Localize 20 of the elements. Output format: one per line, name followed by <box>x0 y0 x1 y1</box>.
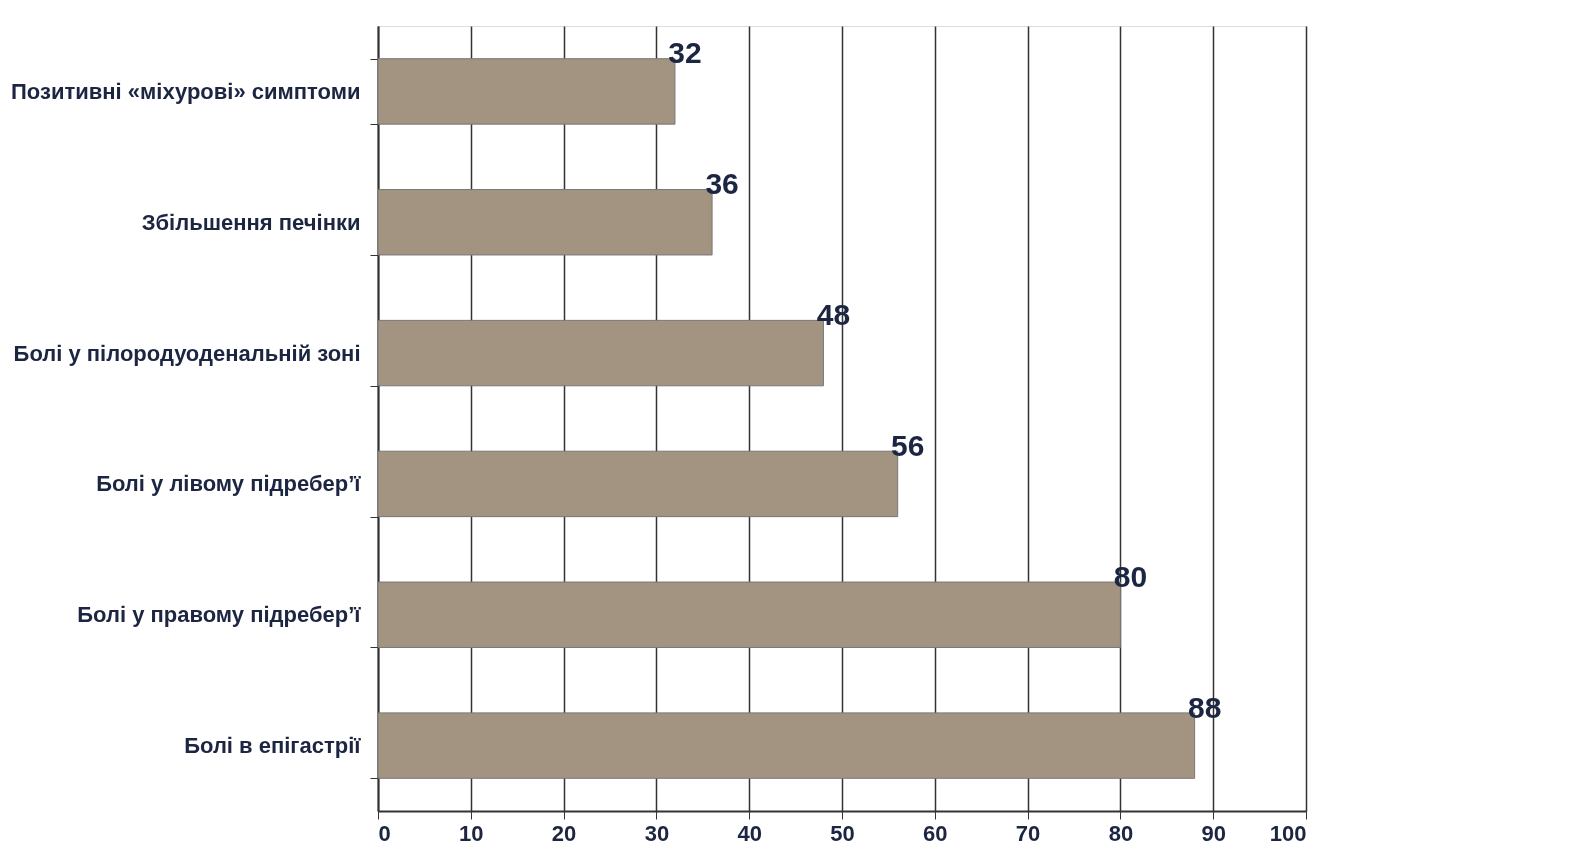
y-tick-label: Болі у пілородуоденальній зоні <box>13 340 361 366</box>
x-tick-label: 60 <box>923 820 948 846</box>
y-tick-label: Збільшення печінки <box>141 209 361 235</box>
data-label: 32 <box>668 36 702 70</box>
y-tick-label: Болі у лівому підребер’ї <box>96 471 362 497</box>
x-tick-label: 100 <box>1269 820 1307 846</box>
data-label: 56 <box>890 428 925 462</box>
x-tick-label: 80 <box>1108 820 1134 846</box>
x-tick-label: 50 <box>830 820 855 846</box>
data-label: 36 <box>705 167 739 201</box>
x-tick-label: 20 <box>551 820 577 846</box>
x-tick-label: 90 <box>1201 820 1226 846</box>
y-tick-label: Болі в епігастрії <box>184 733 362 759</box>
x-tick-label: 10 <box>459 820 484 846</box>
y-tick-label: Позитивні «міхурові» симптоми <box>11 78 361 104</box>
y-tick-label: Болі у правому підребер’ї <box>77 602 362 628</box>
x-tick-label: 30 <box>644 820 670 846</box>
x-tick-label: 70 <box>1015 820 1041 846</box>
x-tick-label: 40 <box>737 820 762 846</box>
x-tick-label: 0 <box>378 820 391 846</box>
